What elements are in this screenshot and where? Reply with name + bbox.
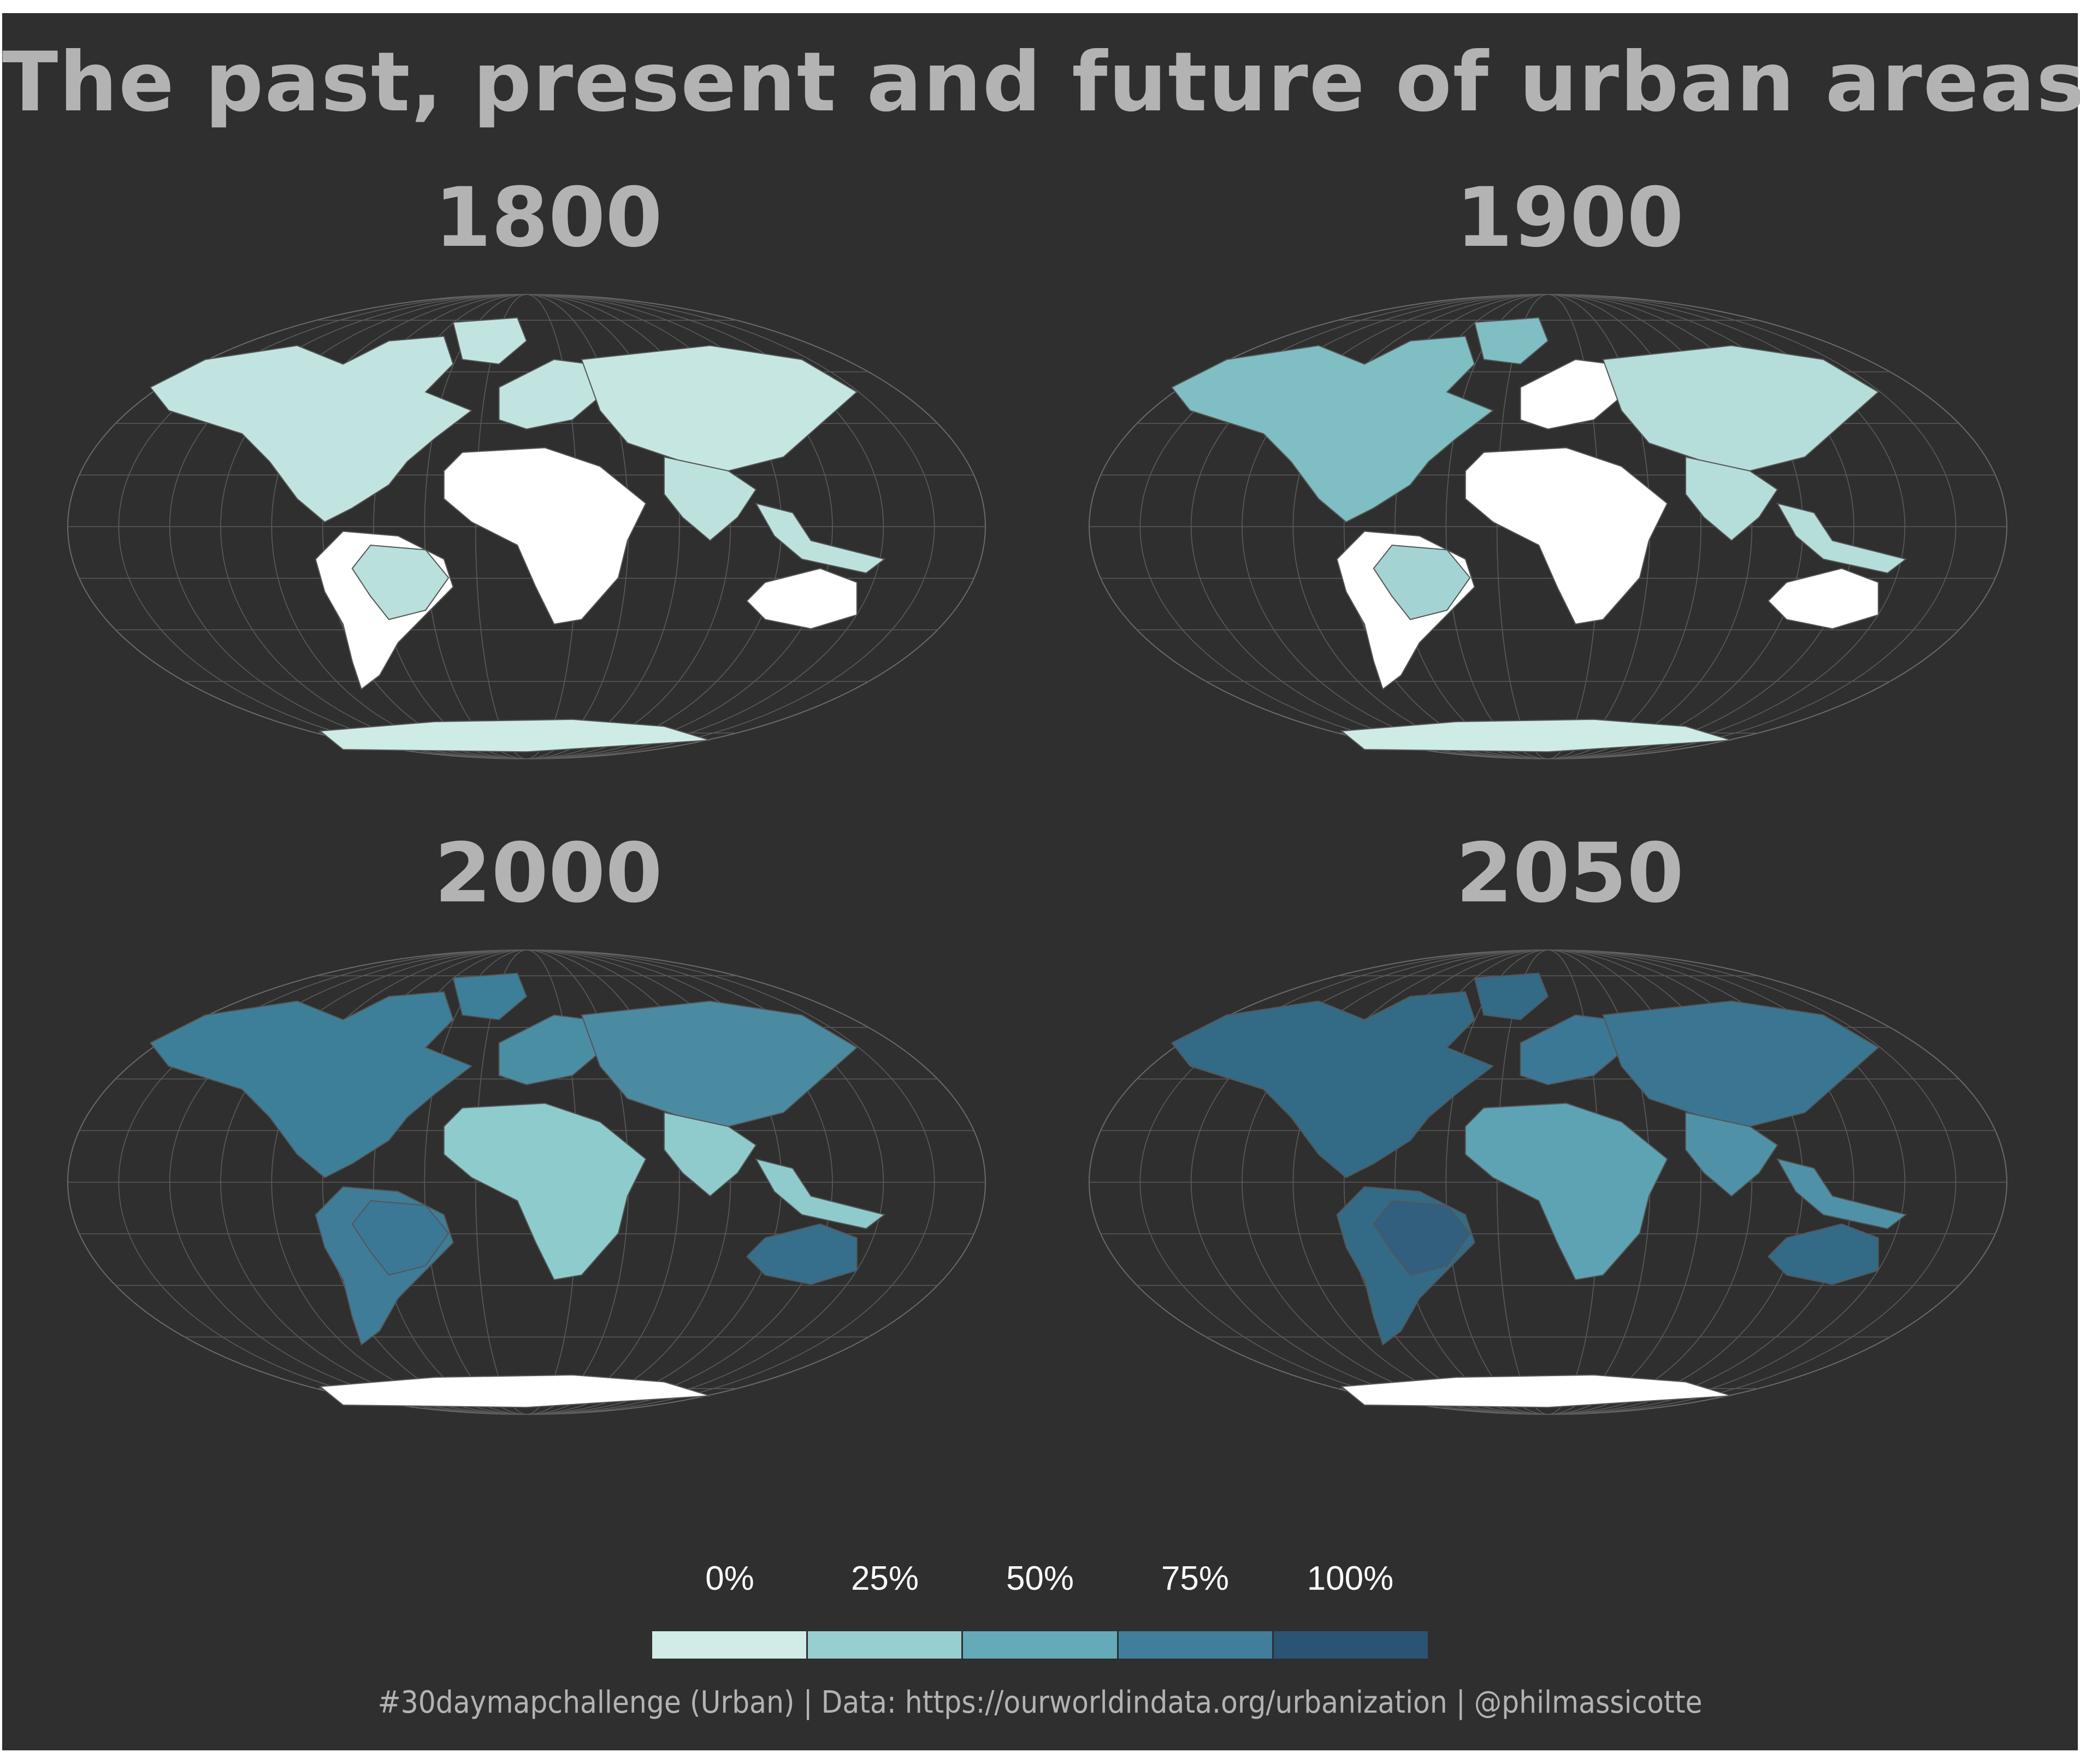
- country-region-antarctica: [318, 1374, 711, 1408]
- world-map: [67, 949, 986, 1415]
- country-region-russia-asia: [581, 1000, 858, 1128]
- country-region-antarctica: [1340, 718, 1732, 753]
- country-region-se-asia: [754, 502, 886, 574]
- country-region-brazil: [1373, 544, 1471, 621]
- country-region-north-america: [149, 991, 473, 1178]
- country-region-se-asia: [1776, 1158, 1907, 1230]
- panel-year-title: 1800: [434, 170, 663, 266]
- country-region-greenland: [1474, 972, 1549, 1020]
- legend-label-75: 75%: [1161, 1560, 1230, 1597]
- legend-label-0: 0%: [705, 1560, 754, 1597]
- country-region-africa: [443, 447, 647, 625]
- legend-label-50: 50%: [1006, 1560, 1074, 1597]
- country-region-north-america: [1171, 991, 1494, 1178]
- color-legend: 0% 25% 50% 75% 100%: [652, 1559, 1428, 1668]
- map-figure: The past, present and future of urban ar…: [2, 13, 2080, 1750]
- countries: [149, 317, 886, 753]
- legend-swatch: [1118, 1631, 1274, 1659]
- legend-swatch: [1274, 1631, 1428, 1659]
- world-map: [67, 294, 986, 759]
- countries: [149, 972, 886, 1408]
- country-region-brazil: [1373, 1200, 1471, 1276]
- country-region-se-asia: [754, 1158, 886, 1230]
- country-region-greenland: [1474, 317, 1549, 365]
- country-region-europe: [498, 1014, 601, 1085]
- country-region-north-america: [149, 335, 473, 523]
- country-region-south-asia: [664, 456, 757, 541]
- country-region-brazil: [351, 1200, 450, 1276]
- country-region-russia-asia: [581, 345, 858, 472]
- panel-year-title: 2000: [434, 826, 663, 921]
- country-region-europe: [1520, 1014, 1622, 1085]
- country-region-australia: [746, 568, 858, 630]
- world-map: [1089, 294, 2007, 759]
- legend-label-100: 100%: [1307, 1560, 1394, 1597]
- country-region-greenland: [452, 972, 528, 1020]
- panel-year-title: 1900: [1456, 170, 1684, 266]
- map-panel-2000: 2000: [62, 833, 1035, 1461]
- country-region-south-asia: [1685, 456, 1778, 541]
- country-region-antarctica: [1340, 1374, 1732, 1408]
- countries: [1171, 317, 1907, 753]
- legend-swatch: [652, 1631, 808, 1659]
- country-region-greenland: [452, 317, 528, 365]
- legend-swatch: [807, 1631, 964, 1659]
- country-region-south-asia: [664, 1112, 757, 1197]
- country-region-europe: [498, 358, 601, 430]
- country-region-africa: [1464, 1102, 1668, 1281]
- country-region-south-asia: [1685, 1112, 1778, 1197]
- map-panel-2050: 2050: [1084, 833, 2056, 1461]
- country-region-russia-asia: [1602, 345, 1880, 472]
- country-region-brazil: [351, 544, 450, 621]
- country-region-australia: [1767, 1223, 1879, 1285]
- country-region-se-asia: [1776, 502, 1907, 574]
- country-region-russia-asia: [1602, 1000, 1880, 1128]
- country-region-antarctica: [318, 718, 711, 753]
- country-region-africa: [443, 1102, 647, 1281]
- source-caption: #30daymapchallenge (Urban) | Data: https…: [377, 1685, 1703, 1720]
- map-panel-1900: 1900: [1084, 177, 2056, 805]
- country-region-europe: [1520, 358, 1622, 430]
- countries: [1171, 972, 1907, 1408]
- legend-label-25: 25%: [850, 1560, 919, 1597]
- country-region-australia: [1767, 568, 1879, 630]
- country-region-north-america: [1171, 335, 1494, 523]
- page-title: The past, present and future of urban ar…: [2, 35, 2080, 130]
- world-map: [1089, 949, 2007, 1415]
- legend-color-bar: [652, 1631, 1428, 1659]
- map-panel-1800: 1800: [62, 177, 1035, 805]
- panel-year-title: 2050: [1456, 826, 1684, 921]
- legend-swatch: [963, 1631, 1119, 1659]
- country-region-australia: [746, 1223, 858, 1285]
- country-region-africa: [1464, 447, 1668, 625]
